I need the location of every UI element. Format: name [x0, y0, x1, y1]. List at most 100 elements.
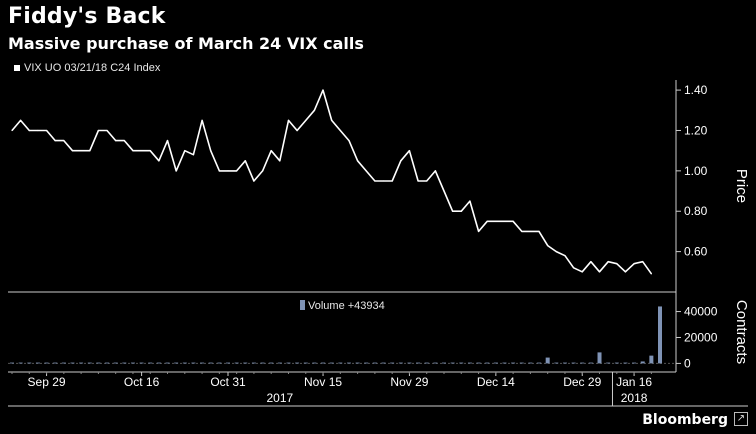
volume-bar — [398, 362, 403, 364]
price-point — [434, 170, 436, 172]
volume-panel: 0 20000 40000 Contracts Volume +43934 — [8, 300, 750, 373]
price-panel: 0.60 0.80 1.00 1.20 1.40 Price — [8, 80, 750, 372]
price-point — [495, 220, 497, 222]
volume-bar — [27, 362, 32, 364]
volume-bar — [450, 362, 455, 364]
volume-bar — [243, 362, 248, 364]
volume-bar — [416, 362, 421, 364]
volume-bar — [467, 362, 472, 364]
price-point — [426, 180, 428, 182]
volume-bar — [130, 362, 135, 364]
volume-bar — [346, 362, 351, 364]
volume-bar — [251, 362, 256, 364]
price-point — [573, 267, 575, 269]
price-tick-label: 1.20 — [684, 123, 708, 137]
bloomberg-logo: Bloomberg — [642, 412, 728, 428]
expand-icon[interactable]: ↗ — [734, 412, 748, 426]
price-point — [598, 271, 601, 273]
price-point — [313, 109, 315, 111]
volume-bar — [528, 362, 533, 364]
x-year-label: 2017 — [266, 391, 293, 405]
price-point — [63, 139, 65, 142]
price-point — [106, 129, 108, 132]
volume-bar — [614, 362, 619, 364]
x-tick-label: Dec 14 — [477, 375, 515, 389]
volume-bar — [485, 362, 490, 364]
price-point — [357, 160, 359, 162]
volume-bar — [364, 362, 369, 364]
price-point — [218, 170, 220, 172]
volume-bar — [562, 362, 567, 364]
volume-bar — [442, 362, 446, 364]
price-point — [486, 220, 488, 222]
x-tick-label: Nov 29 — [390, 375, 428, 389]
price-point — [296, 129, 298, 132]
price-tick-label: 0.60 — [684, 245, 708, 259]
volume-bar — [277, 362, 282, 364]
volume-bar — [355, 362, 360, 364]
volume-bar — [632, 362, 637, 364]
volume-bar — [476, 362, 481, 364]
price-point — [184, 150, 186, 152]
volume-bar — [174, 362, 179, 364]
volume-bar — [113, 362, 118, 364]
volume-bar — [537, 362, 542, 364]
volume-bar — [303, 362, 308, 364]
volume-bar — [623, 362, 628, 364]
price-point — [382, 180, 385, 182]
volume-bar — [122, 362, 127, 364]
x-tick-label: Sep 29 — [28, 375, 66, 389]
price-point — [322, 89, 324, 91]
chart-subtitle: Massive purchase of March 24 VIX calls — [8, 34, 364, 53]
volume-bar — [597, 352, 602, 364]
volume-bar — [329, 362, 334, 364]
price-point — [555, 251, 557, 253]
volume-legend-swatch — [300, 300, 305, 310]
volume-bar — [53, 362, 58, 364]
volume-bar — [79, 362, 84, 364]
volume-bar — [312, 362, 317, 364]
volume-bar — [286, 362, 291, 364]
price-point — [115, 139, 117, 142]
volume-bar — [182, 362, 187, 364]
volume-bar — [519, 362, 524, 364]
price-point — [192, 154, 195, 156]
price-point — [236, 170, 238, 172]
volume-bar — [226, 362, 230, 364]
volume-bar — [372, 362, 377, 364]
price-point — [11, 129, 13, 132]
volume-tick-label: 40000 — [684, 305, 718, 319]
price-point — [279, 160, 281, 162]
price-point — [503, 220, 506, 222]
price-point — [443, 190, 445, 192]
volume-bar — [44, 362, 49, 364]
x-tick-label: Oct 16 — [124, 375, 160, 389]
price-tick-label: 1.40 — [684, 83, 708, 97]
price-point — [227, 170, 229, 172]
price-point — [123, 139, 125, 142]
price-point — [331, 119, 333, 121]
price-point — [624, 271, 627, 273]
volume-bar — [61, 362, 66, 364]
price-point — [400, 160, 402, 162]
volume-bar — [502, 362, 507, 364]
price-point — [365, 170, 367, 172]
volume-bar — [658, 306, 662, 364]
price-legend-swatch — [14, 65, 20, 71]
volume-bar — [35, 362, 40, 364]
price-point — [391, 180, 393, 182]
price-point — [650, 273, 652, 275]
price-point — [616, 263, 618, 265]
price-point — [201, 119, 203, 121]
volume-bar — [433, 362, 438, 364]
volume-legend-label: Volume +43934 — [308, 300, 385, 312]
price-point — [175, 170, 177, 172]
volume-bar — [200, 362, 205, 364]
price-point — [37, 129, 39, 132]
price-point — [287, 119, 290, 121]
x-axis: Sep 29 Oct 16 Oct 31 Nov 15 Nov 29 Dec 14 Dec … — [8, 372, 748, 407]
volume-bar — [269, 362, 274, 364]
price-point — [521, 230, 523, 233]
price-point — [97, 129, 99, 132]
volume-bar — [70, 362, 75, 364]
